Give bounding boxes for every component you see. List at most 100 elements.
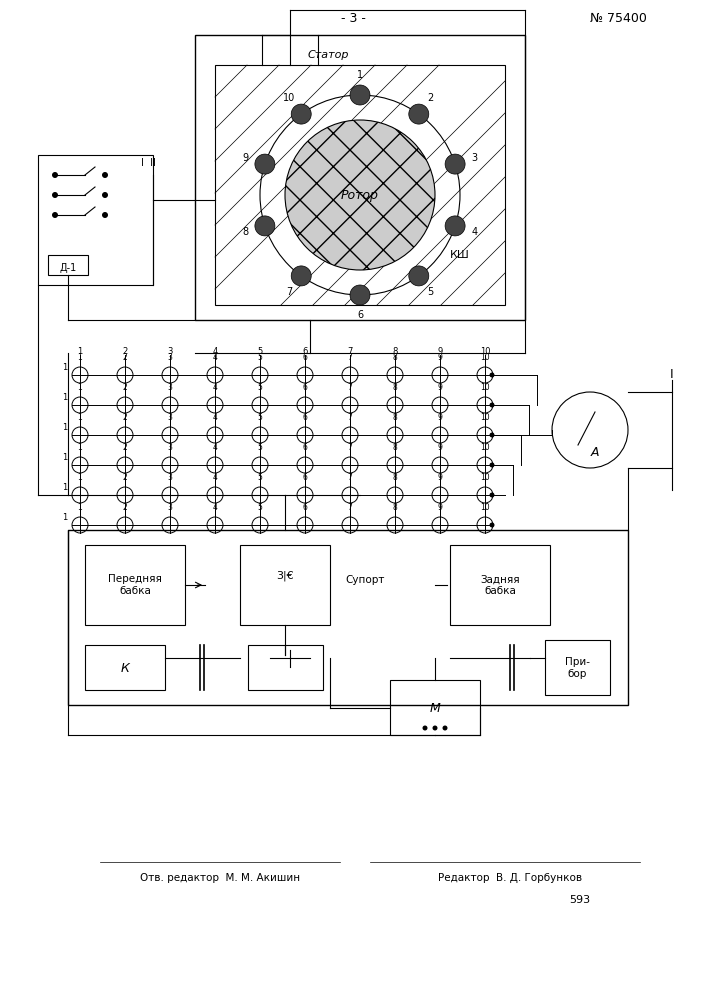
Text: Ротор: Ротор	[341, 188, 379, 202]
Text: 3: 3	[168, 473, 173, 482]
Text: 5: 5	[257, 442, 262, 452]
Text: 8: 8	[392, 348, 397, 357]
Text: 1: 1	[357, 70, 363, 80]
Text: 7: 7	[348, 502, 352, 512]
Text: Передняя
бабка: Передняя бабка	[108, 574, 162, 596]
Circle shape	[52, 172, 58, 178]
Text: 4: 4	[213, 502, 218, 512]
Circle shape	[255, 216, 275, 236]
Circle shape	[350, 85, 370, 105]
Text: А: А	[591, 446, 600, 458]
Text: 3: 3	[168, 353, 173, 361]
Text: 6: 6	[303, 348, 308, 357]
Text: 9: 9	[438, 473, 443, 482]
Text: 5: 5	[257, 353, 262, 361]
Text: 6: 6	[357, 310, 363, 320]
Text: I: I	[670, 368, 674, 381]
Text: 10: 10	[480, 353, 490, 361]
Text: 3: 3	[168, 412, 173, 422]
Text: 8: 8	[392, 382, 397, 391]
Text: 10: 10	[480, 348, 490, 357]
Text: 10: 10	[480, 473, 490, 482]
Bar	[195, 35, 525, 320]
Text: 1: 1	[62, 452, 68, 462]
Text: 8: 8	[392, 353, 397, 361]
Text: 5: 5	[257, 502, 262, 512]
Bar	[240, 545, 330, 625]
Bar	[85, 545, 185, 625]
Circle shape	[102, 172, 108, 178]
Text: 6: 6	[303, 442, 308, 452]
Text: 5: 5	[428, 287, 433, 297]
Text: 6: 6	[303, 412, 308, 422]
Text: Д-1: Д-1	[59, 263, 76, 273]
Text: 5: 5	[257, 412, 262, 422]
Circle shape	[443, 726, 448, 730]
Bar	[390, 680, 480, 735]
Text: 4: 4	[213, 353, 218, 361]
Circle shape	[409, 104, 428, 124]
Bar	[450, 545, 550, 625]
Text: 9: 9	[438, 348, 443, 357]
Circle shape	[52, 212, 58, 218]
Text: Редактор  В. Д. Горбунков: Редактор В. Д. Горбунков	[438, 873, 582, 883]
Text: М: М	[430, 702, 440, 714]
Circle shape	[489, 522, 494, 528]
Bar	[248, 645, 323, 690]
Text: 8: 8	[392, 473, 397, 482]
Text: Статор: Статор	[308, 50, 349, 60]
Text: 7: 7	[348, 353, 352, 361]
Circle shape	[409, 266, 428, 286]
Circle shape	[445, 154, 465, 174]
Text: При-
бор: При- бор	[564, 657, 590, 679]
Text: 10: 10	[480, 502, 490, 512]
Circle shape	[102, 192, 108, 198]
Text: 9: 9	[438, 442, 443, 452]
Text: 1: 1	[78, 502, 83, 512]
Text: 2: 2	[122, 502, 127, 512]
Text: 1: 1	[78, 353, 83, 361]
Text: 9: 9	[438, 412, 443, 422]
Text: 1: 1	[78, 412, 83, 422]
Text: - 3 -: - 3 -	[341, 11, 366, 24]
Text: 7: 7	[348, 473, 352, 482]
Bar	[38, 155, 153, 285]
Circle shape	[489, 372, 494, 377]
Text: 8: 8	[243, 227, 249, 237]
Text: 1: 1	[78, 473, 83, 482]
Text: 9: 9	[438, 502, 443, 512]
Circle shape	[489, 432, 494, 438]
Text: 1: 1	[62, 392, 68, 401]
Text: 5: 5	[257, 348, 262, 357]
Text: 2: 2	[122, 473, 127, 482]
Text: 2: 2	[122, 442, 127, 452]
Circle shape	[423, 726, 428, 730]
Text: 3: 3	[471, 153, 477, 163]
Text: 1: 1	[62, 512, 68, 522]
Text: 2: 2	[122, 348, 128, 357]
Text: 6: 6	[303, 353, 308, 361]
Circle shape	[255, 154, 275, 174]
Circle shape	[445, 216, 465, 236]
Circle shape	[489, 462, 494, 468]
Circle shape	[433, 726, 438, 730]
Bar	[215, 65, 505, 305]
Text: 1: 1	[62, 422, 68, 432]
Bar	[68, 530, 628, 705]
Text: 6: 6	[303, 502, 308, 512]
Text: 3|€: 3|€	[276, 571, 294, 581]
Circle shape	[52, 192, 58, 198]
Text: 7: 7	[347, 348, 353, 357]
Text: 593: 593	[569, 895, 590, 905]
Text: 10: 10	[480, 442, 490, 452]
Text: 3: 3	[168, 502, 173, 512]
Text: 7: 7	[348, 412, 352, 422]
Text: 9: 9	[438, 353, 443, 361]
Text: 1: 1	[78, 382, 83, 391]
Text: 5: 5	[257, 382, 262, 391]
Text: 9: 9	[243, 153, 249, 163]
Bar	[85, 645, 165, 690]
Circle shape	[291, 266, 311, 286]
Circle shape	[102, 212, 108, 218]
Circle shape	[350, 285, 370, 305]
